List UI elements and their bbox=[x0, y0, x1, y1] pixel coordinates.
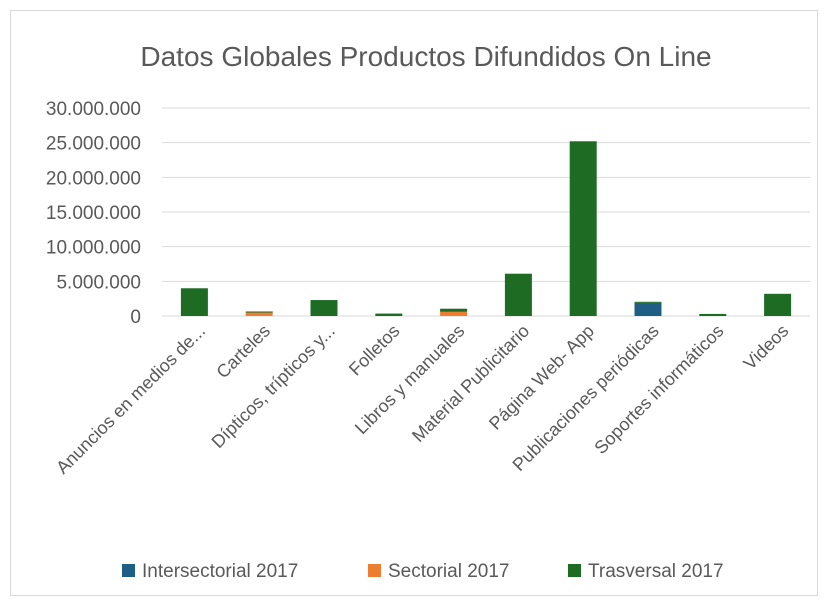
bar-segment bbox=[245, 311, 273, 313]
x-category-label: Anuncios en medios de... bbox=[52, 321, 209, 478]
y-tick-label: 15.000.000 bbox=[46, 203, 141, 224]
legend-label: Trasversal 2017 bbox=[588, 561, 724, 582]
x-category-label: Libros y manuales bbox=[351, 321, 468, 438]
bar-segment bbox=[699, 313, 727, 316]
bar-segment bbox=[440, 311, 468, 316]
bar-segment bbox=[634, 301, 662, 303]
bar-segment bbox=[634, 302, 662, 316]
x-category-label: Soportes informáticos bbox=[590, 321, 727, 458]
y-tick-label: 10.000.000 bbox=[46, 238, 141, 259]
bar-segment bbox=[375, 313, 403, 316]
y-tick-label: 25.000.000 bbox=[46, 134, 141, 155]
x-category-label: Folletos bbox=[345, 321, 404, 380]
y-axis-tick-labels: 0 5.000.000 10.000.000 15.000.000 20.000.000… bbox=[46, 99, 141, 328]
legend: Intersectorial 2017 Sectorial 2017 Trasver… bbox=[122, 561, 724, 582]
legend-swatch bbox=[568, 564, 581, 577]
legend-swatch bbox=[122, 564, 135, 577]
chart-title: Datos Globales Productos Difundidos On L… bbox=[140, 41, 711, 72]
legend-label: Sectorial 2017 bbox=[388, 561, 509, 582]
legend-swatch bbox=[368, 564, 381, 577]
bar-segment bbox=[180, 288, 208, 316]
x-axis-category-labels: Anuncios en medios de... CartelesDípticos… bbox=[52, 321, 792, 478]
y-tick-label: 5.000.000 bbox=[56, 272, 141, 293]
bar-segment bbox=[245, 312, 273, 316]
x-category-label: Videos bbox=[740, 321, 793, 374]
y-tick-label: 20.000.000 bbox=[46, 168, 141, 189]
x-category-label: Carteles bbox=[212, 321, 274, 383]
bars bbox=[180, 141, 792, 316]
y-tick-label: 30.000.000 bbox=[46, 99, 141, 120]
gridlines bbox=[162, 107, 810, 317]
x-category-label: Material Publicitario bbox=[408, 321, 533, 446]
bar-segment bbox=[569, 141, 597, 316]
bar-segment bbox=[440, 308, 468, 312]
bar-segment bbox=[764, 293, 792, 316]
legend-label: Intersectorial 2017 bbox=[142, 561, 298, 582]
bar-segment bbox=[504, 273, 532, 316]
bar-segment bbox=[310, 300, 338, 316]
y-tick-label: 0 bbox=[130, 307, 141, 328]
x-category-label: Dípticos, trípticos y... bbox=[208, 321, 339, 452]
